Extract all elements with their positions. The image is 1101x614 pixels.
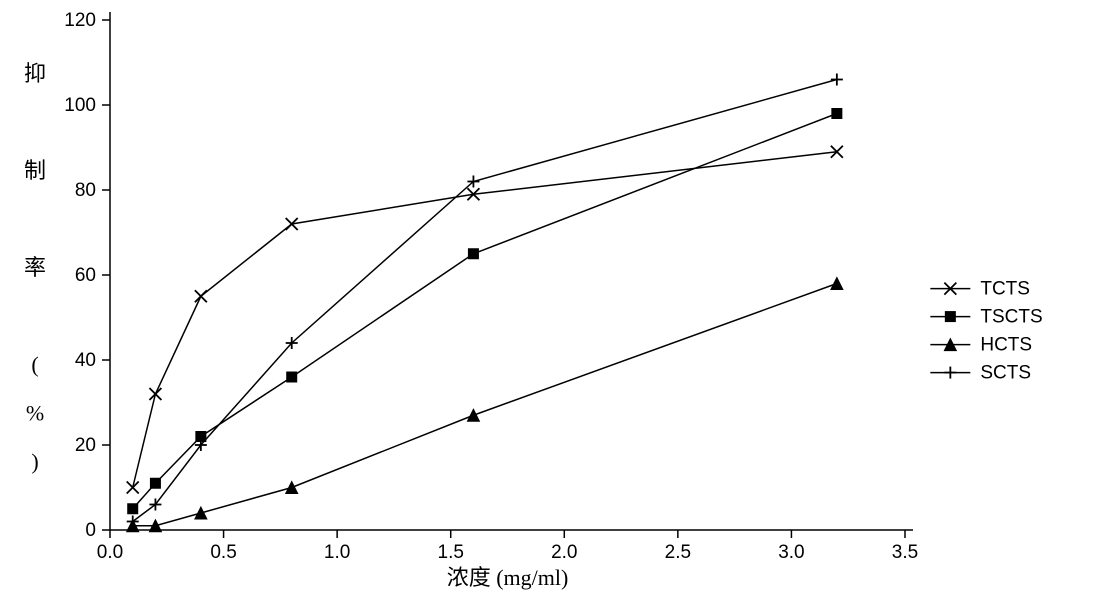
x-tick-label: 1.0 bbox=[324, 542, 350, 563]
triangle-marker-icon bbox=[195, 507, 207, 519]
y-tick-label: 60 bbox=[75, 265, 96, 286]
legend-label: TCTS bbox=[980, 279, 1030, 300]
legend-label: SCTS bbox=[980, 363, 1031, 384]
triangle-marker-icon bbox=[467, 409, 479, 421]
y-tick-label: 20 bbox=[75, 435, 96, 456]
series-TSCTS bbox=[128, 109, 842, 514]
square-marker-icon bbox=[945, 312, 955, 322]
x-tick-label: 3.0 bbox=[778, 542, 804, 563]
square-marker-icon bbox=[150, 478, 160, 488]
legend-item: SCTS bbox=[930, 363, 1031, 384]
square-marker-icon bbox=[468, 249, 478, 259]
x-tick-label: 0.0 bbox=[97, 542, 123, 563]
x-tick-label: 2.5 bbox=[665, 542, 691, 563]
y-tick-label: 80 bbox=[75, 180, 96, 201]
y-tick-label: 40 bbox=[75, 350, 96, 371]
y-tick-label: 0 bbox=[85, 520, 96, 541]
legend-item: TCTS bbox=[930, 279, 1030, 300]
x-tick-label: 3.5 bbox=[892, 542, 918, 563]
legend-label: TSCTS bbox=[980, 307, 1042, 328]
square-marker-icon bbox=[287, 372, 297, 382]
y-tick-label: 100 bbox=[64, 95, 96, 116]
x-axis-title: 浓度 (mg/ml) bbox=[447, 565, 569, 590]
square-marker-icon bbox=[832, 109, 842, 119]
legend-item: TSCTS bbox=[930, 307, 1042, 328]
legend-label: HCTS bbox=[980, 335, 1032, 356]
y-axis-title-char: 率 bbox=[24, 255, 46, 280]
x-tick-label: 2.0 bbox=[551, 542, 577, 563]
chart-container: 0.0 0.5 1.0 1.5 2.0 2.5 3.0 3.5 0 20 40 60 80 100 120 浓… bbox=[0, 0, 1101, 614]
series-line bbox=[133, 80, 837, 522]
series-line bbox=[133, 152, 837, 488]
x-tick-label: 1.5 bbox=[438, 542, 464, 563]
triangle-marker-icon bbox=[831, 278, 843, 290]
square-marker-icon bbox=[128, 504, 138, 514]
series-line bbox=[133, 284, 837, 526]
y-axis-title-char: ( bbox=[31, 352, 38, 377]
y-axis-title-char: 制 bbox=[24, 158, 46, 183]
series-SCTS bbox=[127, 74, 843, 528]
series-HCTS bbox=[127, 278, 843, 532]
y-axis-title-char: % bbox=[26, 400, 44, 425]
y-axis-title-char: 抑 bbox=[24, 61, 46, 86]
series-line bbox=[133, 114, 837, 509]
triangle-marker-icon bbox=[286, 482, 298, 494]
legend-item: HCTS bbox=[930, 335, 1032, 356]
x-tick-label: 0.5 bbox=[210, 542, 236, 563]
y-axis-title-char: ) bbox=[31, 449, 38, 474]
y-tick-label: 120 bbox=[64, 10, 96, 31]
line-chart: 0.0 0.5 1.0 1.5 2.0 2.5 3.0 3.5 0 20 40 60 80 100 120 浓… bbox=[0, 0, 1101, 614]
